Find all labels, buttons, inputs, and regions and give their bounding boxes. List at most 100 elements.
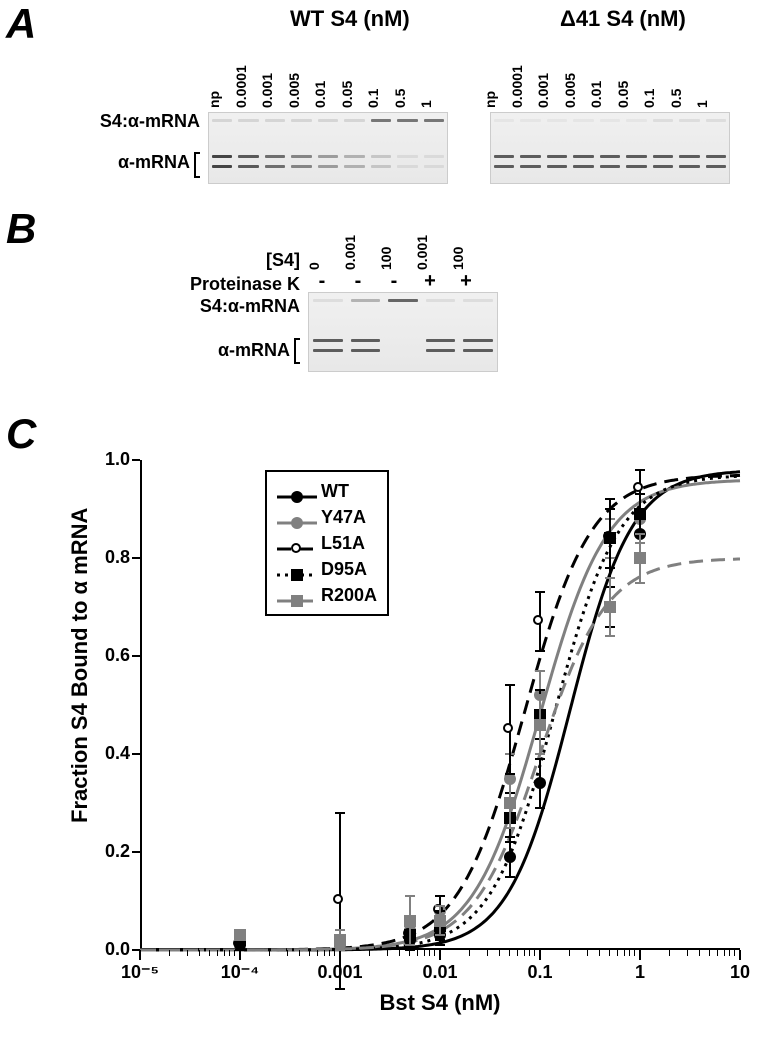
- pk-sign: -: [310, 270, 334, 293]
- marker: [404, 915, 416, 927]
- curve-R200A: [140, 559, 740, 950]
- error-cap: [605, 577, 615, 579]
- lane-label: 0.1: [641, 89, 657, 108]
- error-cap: [435, 939, 445, 941]
- lane-label: 0.001: [259, 73, 275, 108]
- gel-band: [351, 299, 381, 302]
- x-minor-tick: [224, 950, 225, 956]
- error-cap: [405, 944, 415, 946]
- panel-b-pk-row: ---++: [310, 270, 490, 294]
- marker: [604, 532, 616, 544]
- panel-a-header-wt: WT S4 (nM): [290, 6, 410, 32]
- panel-b-pk-label: Proteinase K: [150, 274, 300, 295]
- legend-marker: [291, 543, 301, 553]
- panel-b-lanes: 00.0011000.001100: [310, 210, 490, 270]
- gel-band: [238, 155, 258, 158]
- lane-label: 0.05: [615, 81, 631, 108]
- x-minor-tick: [729, 950, 730, 956]
- marker: [634, 508, 646, 520]
- error-cap: [605, 567, 615, 569]
- gel-band: [371, 155, 391, 158]
- gel-band: [600, 155, 620, 158]
- lane-label: 0.001: [342, 235, 358, 270]
- x-minor-tick: [634, 950, 635, 956]
- error-cap: [635, 582, 645, 584]
- lane-label: 0.005: [562, 73, 578, 108]
- panel-b-bracket: [294, 338, 300, 364]
- y-tick: [132, 851, 140, 853]
- gel-band: [547, 155, 567, 158]
- lane-label: 0.5: [392, 89, 408, 108]
- legend-marker: [291, 595, 303, 607]
- curves-svg: [140, 460, 740, 950]
- gel-band: [547, 165, 567, 168]
- x-minor-tick: [287, 950, 288, 956]
- gel-band: [520, 119, 540, 122]
- x-minor-tick: [429, 950, 430, 956]
- pk-sign: -: [382, 270, 406, 293]
- pk-sign: -: [346, 270, 370, 293]
- error-cap: [335, 949, 345, 951]
- plot-area: 0.00.20.40.60.81.010⁻⁵10⁻⁴0.0010.010.111…: [140, 460, 740, 950]
- error-cap: [635, 493, 645, 495]
- gel-band: [424, 119, 444, 122]
- marker: [234, 929, 246, 941]
- legend-row: D95A: [277, 556, 377, 582]
- gel-band: [265, 165, 285, 168]
- gel-band: [371, 165, 391, 168]
- x-minor-tick: [369, 950, 370, 956]
- y-tick-label: 0.2: [90, 841, 130, 862]
- error-cap: [435, 934, 445, 936]
- x-minor-tick: [699, 950, 700, 956]
- error-cap: [635, 469, 645, 471]
- gel-band: [318, 119, 338, 122]
- lane-label: 0.005: [286, 73, 302, 108]
- y-axis-title: Fraction S4 Bound to α mRNA: [67, 523, 93, 823]
- y-tick: [132, 655, 140, 657]
- x-minor-tick: [509, 950, 510, 956]
- marker: [434, 915, 446, 927]
- x-minor-tick: [329, 950, 330, 956]
- gel-band: [291, 155, 311, 158]
- gel-band: [573, 155, 593, 158]
- gel-band: [344, 155, 364, 158]
- legend-label: L51A: [321, 533, 365, 554]
- gel-band: [426, 339, 456, 342]
- x-minor-tick: [534, 950, 535, 956]
- marker: [533, 615, 543, 625]
- x-minor-tick: [434, 950, 435, 956]
- legend-row: Y47A: [277, 504, 377, 530]
- gel-band: [344, 119, 364, 122]
- gel-band: [573, 165, 593, 168]
- error-cap: [505, 841, 515, 843]
- gel-band: [626, 155, 646, 158]
- x-minor-tick: [717, 950, 718, 956]
- legend-row: R200A: [277, 582, 377, 608]
- x-minor-tick: [687, 950, 688, 956]
- lane-label: 100: [378, 247, 394, 270]
- legend-label: Y47A: [321, 507, 366, 528]
- x-minor-tick: [524, 950, 525, 956]
- x-minor-tick: [499, 950, 500, 956]
- gel-band: [706, 119, 726, 122]
- gel-band: [426, 299, 456, 302]
- lane-label: 0.01: [312, 81, 328, 108]
- x-tick: [539, 950, 541, 960]
- error-cap: [535, 758, 545, 760]
- x-tick: [739, 950, 741, 960]
- gel-band: [653, 119, 673, 122]
- x-minor-tick: [529, 950, 530, 956]
- legend-line: [277, 516, 317, 518]
- legend: WTY47AL51AD95AR200A: [265, 470, 389, 616]
- panel-b-row-complex: S4:α-mRNA: [170, 296, 300, 317]
- marker: [504, 797, 516, 809]
- marker: [503, 723, 513, 733]
- gel-band: [494, 155, 514, 158]
- error-cap: [505, 773, 515, 775]
- panel-a-label: A: [6, 0, 36, 48]
- legend-label: D95A: [321, 559, 367, 580]
- x-minor-tick: [724, 950, 725, 956]
- gel-band: [397, 155, 417, 158]
- panel-a-lanes-d41: np0.00010.0010.0050.010.050.10.51: [490, 38, 730, 108]
- panel-b-row-mrna: α-mRNA: [200, 340, 290, 361]
